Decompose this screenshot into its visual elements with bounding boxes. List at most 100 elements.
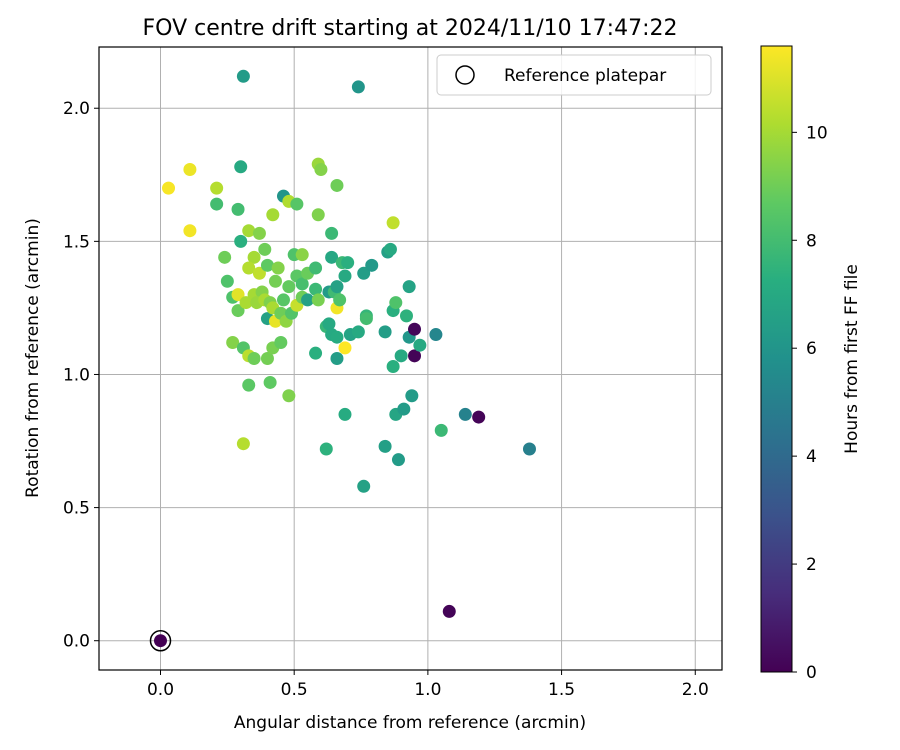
data-point	[319, 442, 333, 456]
data-point	[378, 439, 392, 453]
data-point	[386, 359, 400, 373]
data-point	[383, 242, 397, 256]
data-point	[268, 274, 282, 288]
data-point	[357, 266, 371, 280]
data-point	[330, 352, 344, 365]
legend-marker-icon	[455, 65, 475, 85]
colorbar: 0 2 4 6 8 10 Hours from first FF file	[760, 45, 862, 683]
data-point	[290, 197, 304, 211]
data-point	[210, 197, 224, 211]
data-point	[522, 442, 536, 456]
data-point	[351, 325, 365, 339]
data-point	[309, 346, 323, 360]
legend-box	[436, 54, 712, 96]
data-point	[314, 162, 328, 176]
data-point	[365, 258, 379, 272]
data-point	[247, 352, 261, 365]
data-point	[338, 269, 352, 283]
data-point	[295, 248, 309, 262]
y-axis-label: Rotation from reference (arcmin)	[23, 218, 43, 498]
data-point	[386, 216, 400, 230]
legend: Reference platepar	[436, 54, 712, 96]
data-point	[263, 375, 277, 389]
data-point	[276, 293, 290, 307]
data-point	[394, 349, 408, 363]
y-tick-label: 1.0	[63, 365, 90, 385]
y-tick-label: 1.5	[63, 232, 90, 252]
data-point	[434, 423, 448, 437]
reference-point	[153, 634, 167, 648]
data-point	[325, 250, 339, 264]
colorbar-tick-label: 8	[806, 231, 817, 251]
data-point	[413, 338, 427, 352]
data-point	[341, 256, 355, 270]
data-point	[252, 226, 266, 240]
data-point	[210, 181, 224, 195]
grid	[99, 47, 722, 670]
data-point	[260, 352, 274, 365]
data-point	[295, 277, 309, 291]
data-point	[338, 341, 352, 355]
data-point	[247, 250, 261, 264]
data-point	[234, 234, 248, 248]
reference-ring-icon	[149, 629, 172, 652]
data-point	[351, 80, 365, 94]
colorbar-ticks: 0 2 4 6 8 10	[792, 123, 828, 683]
data-point	[402, 280, 416, 294]
data-point	[458, 407, 472, 421]
data-point	[220, 274, 234, 288]
data-point	[236, 437, 250, 451]
data-point	[236, 69, 250, 83]
data-point	[309, 261, 323, 275]
reference-marker	[149, 629, 172, 652]
x-tick-label: 0.0	[147, 680, 174, 700]
data-point	[234, 160, 248, 174]
y-tick-label: 0.5	[63, 499, 90, 519]
data-point	[405, 389, 419, 403]
data-point	[397, 402, 411, 416]
data-point	[252, 266, 266, 280]
data-point	[311, 208, 325, 222]
y-tick-label: 2.0	[63, 99, 90, 119]
data-point	[389, 296, 403, 310]
y-axis-ticks: 0.0 0.5 1.0 1.5 2.0	[63, 99, 99, 652]
data-point	[330, 330, 344, 344]
x-tick-label: 0.5	[281, 680, 308, 700]
data-point	[330, 280, 344, 294]
data-point	[357, 479, 371, 493]
data-point	[183, 162, 197, 176]
data-point	[271, 261, 285, 275]
data-point	[258, 242, 272, 256]
x-tick-label: 1.5	[548, 680, 575, 700]
legend-entry-label: Reference platepar	[504, 66, 666, 86]
x-tick-label: 2.0	[682, 680, 709, 700]
data-point	[378, 325, 392, 339]
data-point	[226, 336, 240, 350]
x-axis-ticks: 0.0 0.5 1.0 1.5 2.0	[147, 670, 709, 700]
data-point	[399, 309, 413, 323]
data-point	[231, 288, 245, 302]
data-point	[429, 328, 443, 342]
data-point	[242, 224, 256, 238]
data-point	[325, 226, 339, 240]
colorbar-tick-label: 4	[806, 447, 817, 467]
data-point	[330, 178, 344, 192]
data-point	[231, 202, 245, 216]
data-point	[301, 293, 315, 307]
data-point	[333, 293, 347, 307]
data-point	[311, 293, 325, 307]
colorbar-tick-label: 2	[806, 555, 817, 575]
data-point	[242, 378, 256, 392]
data-point	[408, 322, 422, 336]
data-point	[282, 389, 296, 403]
x-axis-label: Angular distance from reference (arcmin)	[234, 713, 586, 733]
data-points	[162, 69, 536, 618]
data-point	[183, 224, 197, 238]
x-tick-label: 1.0	[414, 680, 441, 700]
colorbar-label: Hours from first FF file	[842, 264, 862, 454]
data-point	[242, 261, 256, 275]
chart-title: FOV centre drift starting at 2024/11/10 …	[143, 16, 678, 41]
data-point	[218, 250, 232, 264]
colorbar-tick-label: 6	[806, 339, 817, 359]
